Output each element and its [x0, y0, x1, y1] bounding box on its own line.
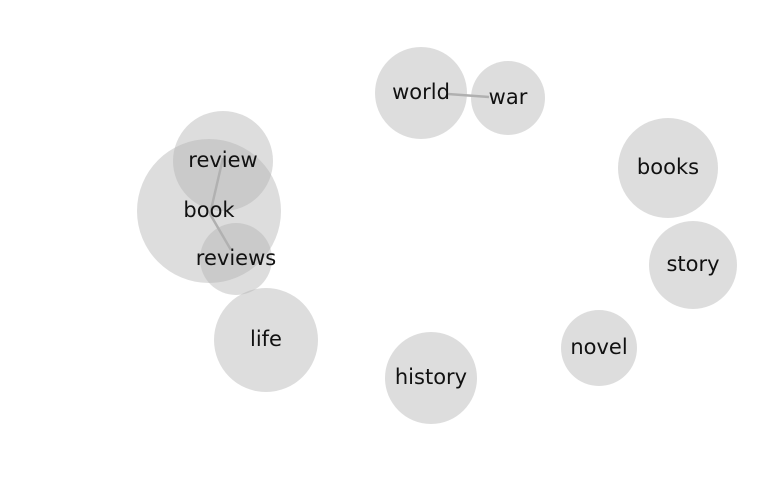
node-label-reviews: reviews [196, 246, 276, 270]
node-bubble-book [137, 139, 281, 283]
edge-book-reviews [208, 213, 233, 251]
edge-world-war [447, 92, 490, 99]
edge-review-book [208, 157, 225, 215]
node-label-book: book [183, 198, 235, 222]
node-label-review: review [188, 148, 257, 172]
node-bubble-story [649, 221, 737, 309]
node-bubble-reviews [200, 223, 272, 295]
node-layer [137, 47, 737, 424]
node-bubble-history [385, 332, 477, 424]
node-label-story: story [666, 252, 719, 276]
label-layer: book review reviews world war books story life h… [183, 80, 719, 389]
edge-layer [208, 92, 490, 251]
node-label-life: life [250, 327, 282, 351]
node-bubble-novel [561, 310, 637, 386]
node-label-novel: novel [570, 335, 627, 359]
node-bubble-world [375, 47, 467, 139]
node-label-war: war [489, 85, 528, 109]
node-label-world: world [392, 80, 450, 104]
node-bubble-books [618, 118, 718, 218]
node-label-history: history [395, 365, 467, 389]
node-bubble-life [214, 288, 318, 392]
node-bubble-review [173, 111, 273, 211]
node-bubble-war [471, 61, 545, 135]
node-label-books: books [637, 155, 699, 179]
